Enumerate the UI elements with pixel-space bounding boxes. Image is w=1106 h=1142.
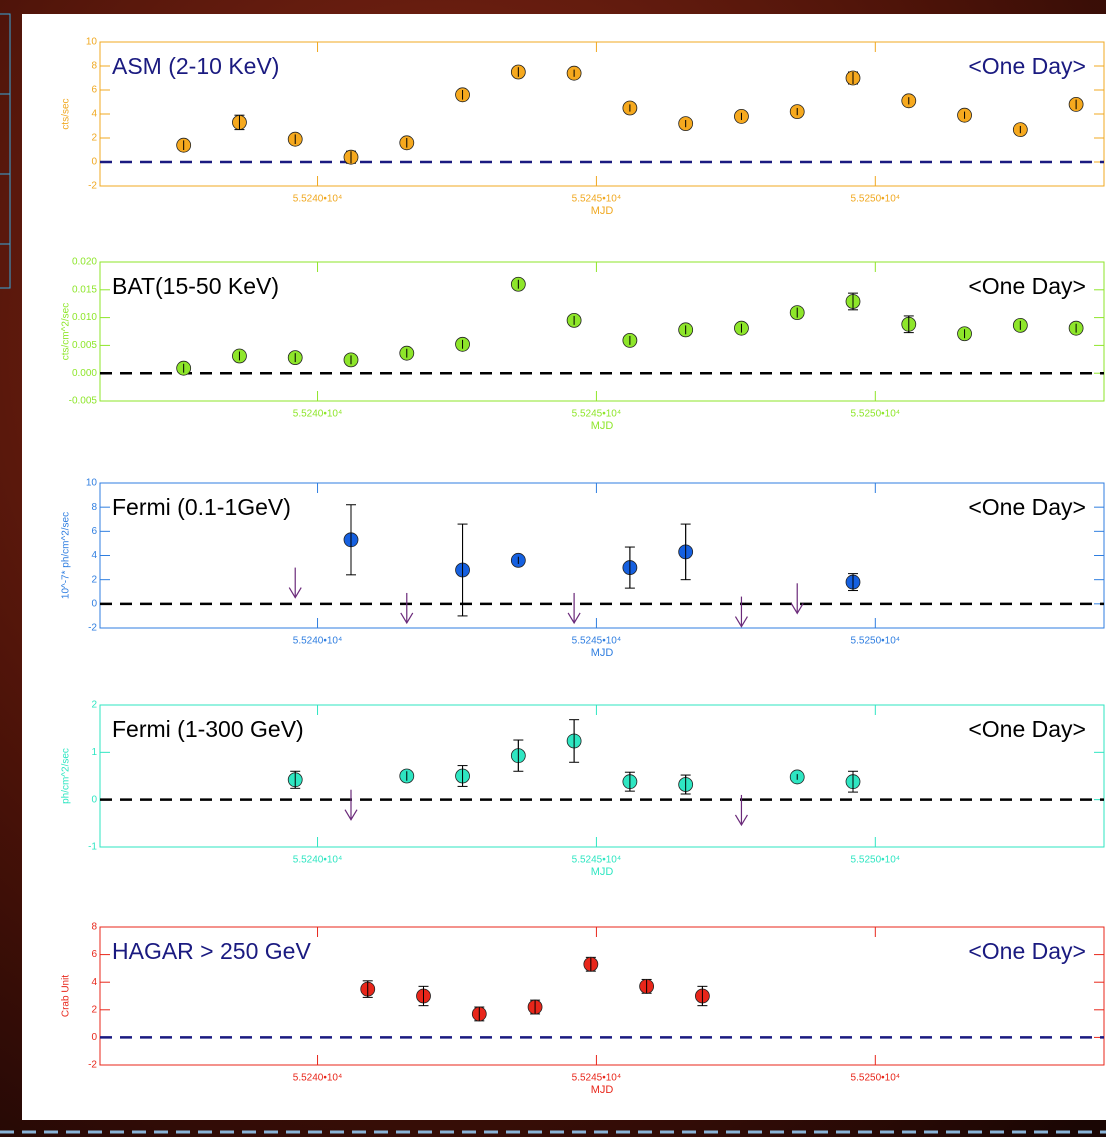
y-tick-label: 2 [91,574,97,585]
y-tick-label: 10 [86,37,98,48]
y-tick-label: -2 [88,623,97,634]
y-tick-label: 6 [91,949,97,960]
y-tick-label: 0 [91,794,97,805]
y-axis-label: cts/cm^2/sec [61,303,72,360]
x-axis-label: MJD [591,205,614,217]
y-tick-label: 4 [91,977,97,988]
y-tick-label: 0.020 [72,257,97,268]
y-tick-label: 4 [91,550,97,561]
x-axis-label: MJD [591,866,614,878]
chart: -202468105.5240•10⁴5.5245•10⁴5.5250•10⁴M… [0,0,1106,1137]
y-tick-label: 0.000 [72,368,97,379]
panel-title: BAT(15-50 KeV) [112,273,279,299]
y-tick-label: 8 [91,61,97,72]
x-axis-label: MJD [591,647,614,659]
y-tick-label: 0.010 [72,312,97,323]
y-axis-label: cts/sec [61,98,72,129]
y-tick-label: 4 [91,109,97,120]
y-tick-label: -0.005 [69,396,98,407]
x-tick-label: 5.5240•10⁴ [293,194,343,205]
x-tick-label: 5.5240•10⁴ [293,855,343,866]
panel-annotation: <One Day> [968,938,1086,964]
x-axis-label: MJD [591,420,614,432]
y-tick-label: -2 [88,1060,97,1071]
x-tick-label: 5.5245•10⁴ [572,194,622,205]
panel-title: Fermi (1-300 GeV) [112,716,304,742]
x-tick-label: 5.5245•10⁴ [572,409,622,420]
y-tick-label: 6 [91,526,97,537]
panel-annotation: <One Day> [968,273,1086,299]
y-tick-label: 8 [91,502,97,513]
x-tick-label: 5.5240•10⁴ [293,636,343,647]
x-tick-label: 5.5250•10⁴ [851,636,901,647]
y-tick-label: 2 [91,700,97,711]
x-tick-label: 5.5245•10⁴ [572,855,622,866]
y-tick-label: 1 [91,747,97,758]
y-axis-label: ph/cm^2/sec [61,748,72,804]
x-tick-label: 5.5250•10⁴ [851,855,901,866]
y-axis-label: 10^-7* ph/cm^2/sec [61,512,72,599]
y-tick-label: 0.015 [72,284,97,295]
panel-title: ASM (2-10 KeV) [112,53,279,79]
panel-title: HAGAR > 250 GeV [112,938,311,964]
y-tick-label: 0.005 [72,340,97,351]
y-tick-label: 2 [91,1004,97,1015]
panel-annotation: <One Day> [968,53,1086,79]
page: -202468105.5240•10⁴5.5245•10⁴5.5250•10⁴M… [0,0,1106,1137]
x-tick-label: 5.5245•10⁴ [572,1073,622,1084]
y-axis-label: Crab Unit [61,975,72,1017]
y-tick-label: 2 [91,133,97,144]
y-tick-label: -1 [88,842,97,853]
y-tick-label: 10 [86,478,98,489]
panel-annotation: <One Day> [968,494,1086,520]
x-tick-label: 5.5250•10⁴ [851,194,901,205]
y-tick-label: 0 [91,1032,97,1043]
x-tick-label: 5.5240•10⁴ [293,1073,343,1084]
panel-annotation: <One Day> [968,716,1086,742]
x-tick-label: 5.5250•10⁴ [851,409,901,420]
y-tick-label: -2 [88,181,97,192]
x-axis-label: MJD [591,1084,614,1096]
y-tick-label: 6 [91,85,97,96]
y-tick-label: 0 [91,598,97,609]
x-tick-label: 5.5245•10⁴ [572,636,622,647]
y-tick-label: 0 [91,157,97,168]
x-tick-label: 5.5250•10⁴ [851,1073,901,1084]
panel-title: Fermi (0.1-1GeV) [112,494,291,520]
y-tick-label: 8 [91,922,97,933]
x-tick-label: 5.5240•10⁴ [293,409,343,420]
